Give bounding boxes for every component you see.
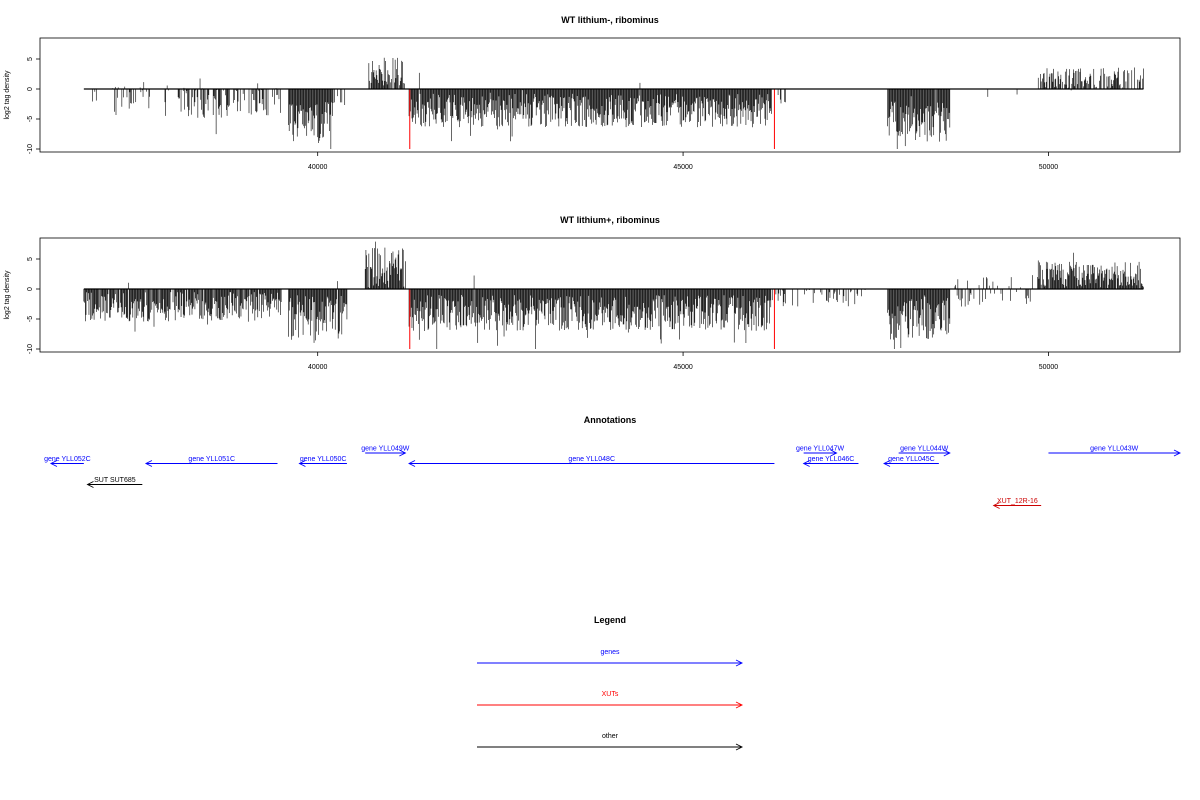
annotations-panel: Annotations gene YLL052C gene YLL051C gene… — [44, 415, 1182, 509]
x-tick-label: 40000 — [308, 364, 328, 371]
annotation-feature[interactable]: gene YLL044W — [898, 446, 951, 457]
coverage-bars — [92, 57, 1144, 149]
feature-label: XUT_12R-16 — [997, 498, 1038, 505]
arrowhead-icon — [735, 701, 744, 709]
arrowhead-icon — [1173, 449, 1182, 457]
feature-label: gene YLL050C — [300, 456, 347, 463]
annotation-feature[interactable]: SUT SUT685 — [86, 477, 143, 488]
annotation-feature[interactable]: gene YLL049W — [361, 446, 410, 457]
arrowhead-icon — [992, 502, 1000, 509]
arrowhead-icon — [883, 460, 891, 467]
chart-title: WT lithium+, ribominus — [560, 215, 660, 225]
arrowhead-icon — [735, 743, 744, 751]
arrowhead-icon — [298, 460, 306, 467]
feature-label: gene YLL043W — [1090, 446, 1139, 453]
legend-entries: genes XUTs other — [477, 649, 744, 751]
y-tick-label: 5 — [27, 257, 34, 261]
y-tick-label: -10 — [27, 144, 34, 154]
legend-label: other — [602, 733, 619, 740]
annotation-feature[interactable]: gene YLL047W — [796, 446, 845, 457]
y-tick-label: -5 — [27, 316, 34, 322]
plot-frame — [39, 37, 1181, 153]
annotation-feature[interactable]: gene YLL050C — [298, 456, 347, 467]
feature-label: gene YLL052C — [44, 456, 91, 463]
legend-label: genes — [600, 649, 620, 656]
coverage-bars — [83, 241, 1144, 349]
x-tick-label: 50000 — [1039, 164, 1059, 171]
x-tick-label: 45000 — [673, 364, 693, 371]
arrowhead-icon — [399, 449, 407, 457]
annotations-title: Annotations — [584, 415, 637, 425]
y-tick-label: -5 — [27, 116, 34, 122]
legend-entry: XUTs — [477, 691, 744, 709]
y-axis: -10 -5 0 5 — [27, 257, 40, 354]
feature-label: gene YLL048C — [568, 456, 615, 463]
arrowhead-icon — [802, 460, 810, 467]
arrowhead-icon — [49, 460, 58, 467]
highlight-bars — [409, 89, 775, 149]
feature-label: gene YLL047W — [796, 446, 845, 453]
chart-panel-lithium-minus: WT lithium-, ribominus 40000 45000 50000 -… — [4, 15, 1181, 171]
feature-label: gene YLL051C — [188, 456, 235, 463]
highlight-bars — [409, 289, 775, 349]
annotation-feature[interactable]: gene YLL052C — [44, 456, 91, 467]
legend-label: XUTs — [602, 691, 619, 698]
arrowhead-icon — [408, 460, 416, 467]
y-axis-label: log2 tag density — [4, 70, 11, 120]
arrowhead-icon — [943, 449, 951, 457]
feature-label: gene YLL046C — [808, 456, 855, 463]
feature-label: SUT SUT685 — [94, 477, 136, 484]
y-axis: -10 -5 0 5 — [27, 57, 40, 154]
arrowhead-icon — [735, 659, 744, 667]
arrowhead-icon — [144, 460, 153, 467]
annotation-feature[interactable]: gene YLL043W — [1048, 446, 1182, 457]
y-tick-label: 5 — [27, 57, 34, 61]
y-tick-label: -10 — [27, 344, 34, 354]
plot-frame — [39, 237, 1181, 353]
legend-entry: other — [477, 733, 744, 751]
annotation-feature[interactable]: gene YLL045C — [883, 456, 939, 467]
annotation-tracks: gene YLL052C gene YLL051C gene YLL050C gene… — [44, 446, 1182, 509]
x-axis: 40000 45000 50000 — [308, 352, 1058, 371]
chart-panel-lithium-plus: WT lithium+, ribominus 40000 45000 50000 -… — [4, 215, 1181, 371]
y-tick-label: 0 — [27, 87, 34, 91]
feature-label: gene YLL044W — [900, 446, 949, 453]
x-axis: 40000 45000 50000 — [308, 152, 1058, 171]
annotation-feature[interactable]: XUT_12R-16 — [992, 498, 1042, 509]
chart-title: WT lithium-, ribominus — [561, 15, 659, 25]
x-tick-label: 50000 — [1039, 364, 1059, 371]
arrowhead-icon — [86, 481, 94, 488]
x-tick-label: 45000 — [673, 164, 693, 171]
legend-title: Legend — [594, 615, 626, 625]
feature-label: gene YLL049W — [361, 446, 410, 453]
arrowhead-icon — [830, 449, 838, 457]
legend: Legend genes XUTs other — [477, 615, 744, 751]
feature-label: gene YLL045C — [888, 456, 935, 463]
legend-entry: genes — [477, 649, 744, 667]
annotation-feature[interactable]: gene YLL051C — [144, 456, 278, 467]
annotation-feature[interactable]: gene YLL048C — [408, 456, 775, 467]
x-tick-label: 40000 — [308, 164, 328, 171]
y-tick-label: 0 — [27, 287, 34, 291]
annotation-feature[interactable]: gene YLL046C — [802, 456, 859, 467]
y-axis-label: log2 tag density — [4, 270, 11, 320]
